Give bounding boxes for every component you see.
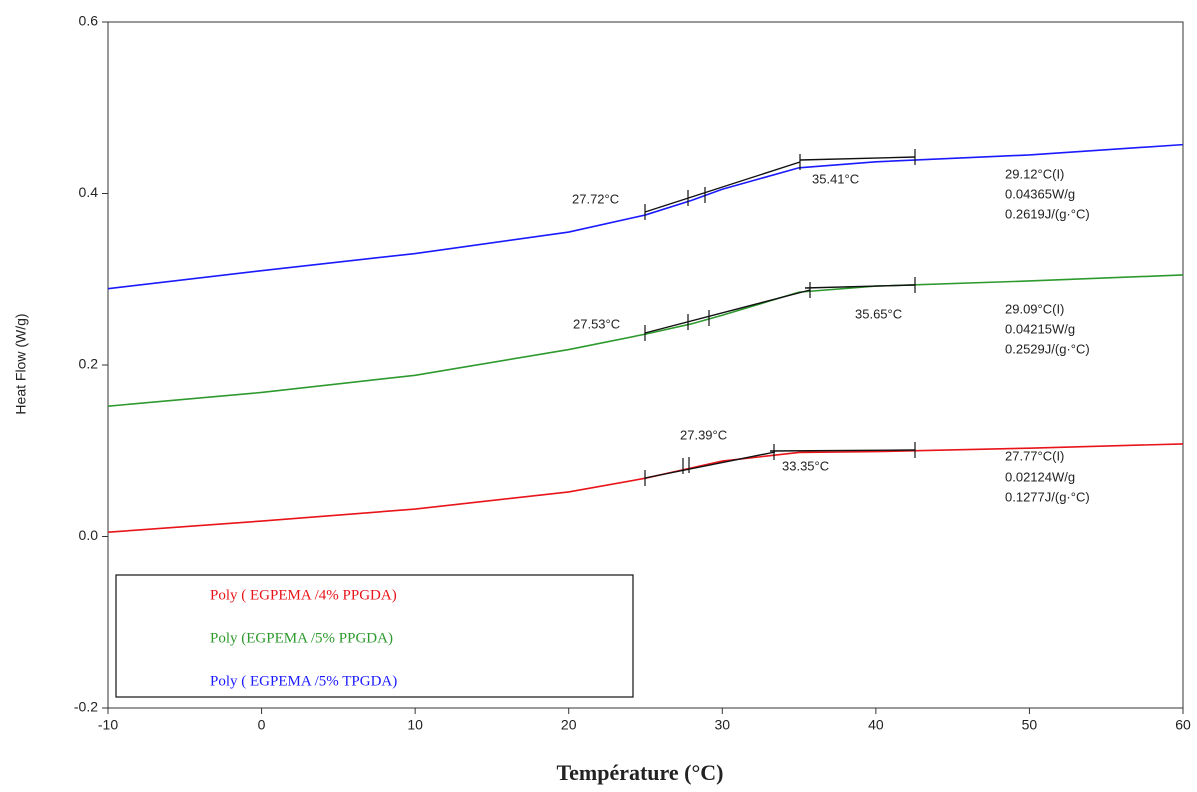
x-tick-label: 20 <box>561 717 577 733</box>
annotation: 0.04365W/g <box>1005 186 1075 201</box>
y-tick-label: 0.6 <box>79 13 99 29</box>
y-tick-label: 0.4 <box>79 184 99 200</box>
x-tick-label: 60 <box>1175 717 1191 733</box>
y-axis-label: Heat Flow (W/g) <box>13 313 29 414</box>
annotation: 27.77°C(I) <box>1005 448 1064 463</box>
annotation: 35.41°C <box>812 171 859 186</box>
tangent-line <box>804 284 916 289</box>
annotation: 27.39°C <box>680 427 727 442</box>
series-line <box>107 274 1184 407</box>
legend-entry: Poly (EGPEMA /5% PPGDA) <box>210 630 393 646</box>
legend-entry: Poly ( EGPEMA /4% PPGDA) <box>210 587 397 603</box>
annotation: 35.65°C <box>855 306 902 321</box>
x-tick-label: 40 <box>868 717 884 733</box>
tangent-line <box>644 161 801 213</box>
annotation: 0.2529J/(g·°C) <box>1005 341 1090 356</box>
tangent-line <box>799 156 916 161</box>
annotation: 0.1277J/(g·°C) <box>1005 489 1090 504</box>
annotation: 29.09°C(I) <box>1005 301 1064 316</box>
x-tick-label: 10 <box>407 717 423 733</box>
annotation: 0.02124W/g <box>1005 469 1075 484</box>
annotation: 29.12°C(I) <box>1005 166 1064 181</box>
series-line <box>107 443 1184 534</box>
annotation: 0.04215W/g <box>1005 321 1075 336</box>
legend-entry: Poly ( EGPEMA /5% TPGDA) <box>210 673 397 689</box>
tangent-line <box>644 289 811 334</box>
annotation: 0.2619J/(g·°C) <box>1005 206 1090 221</box>
y-tick-label: -0.2 <box>74 699 98 715</box>
x-tick-label: -10 <box>98 717 118 733</box>
legend-box <box>115 574 634 698</box>
tangent-line <box>769 449 916 452</box>
y-tick-label: 0.2 <box>79 356 99 372</box>
annotation: 27.72°C <box>572 191 619 206</box>
x-tick-label: 50 <box>1022 717 1038 733</box>
annotation: 27.53°C <box>573 316 620 331</box>
y-tick-label: 0.0 <box>79 527 99 543</box>
tangent-line <box>644 451 776 479</box>
x-axis-label: Température (°C) <box>556 760 723 785</box>
x-tick-label: 30 <box>714 717 730 733</box>
annotation: 33.35°C <box>782 458 829 473</box>
series-line <box>107 143 1184 290</box>
x-tick-label: 0 <box>258 717 266 733</box>
